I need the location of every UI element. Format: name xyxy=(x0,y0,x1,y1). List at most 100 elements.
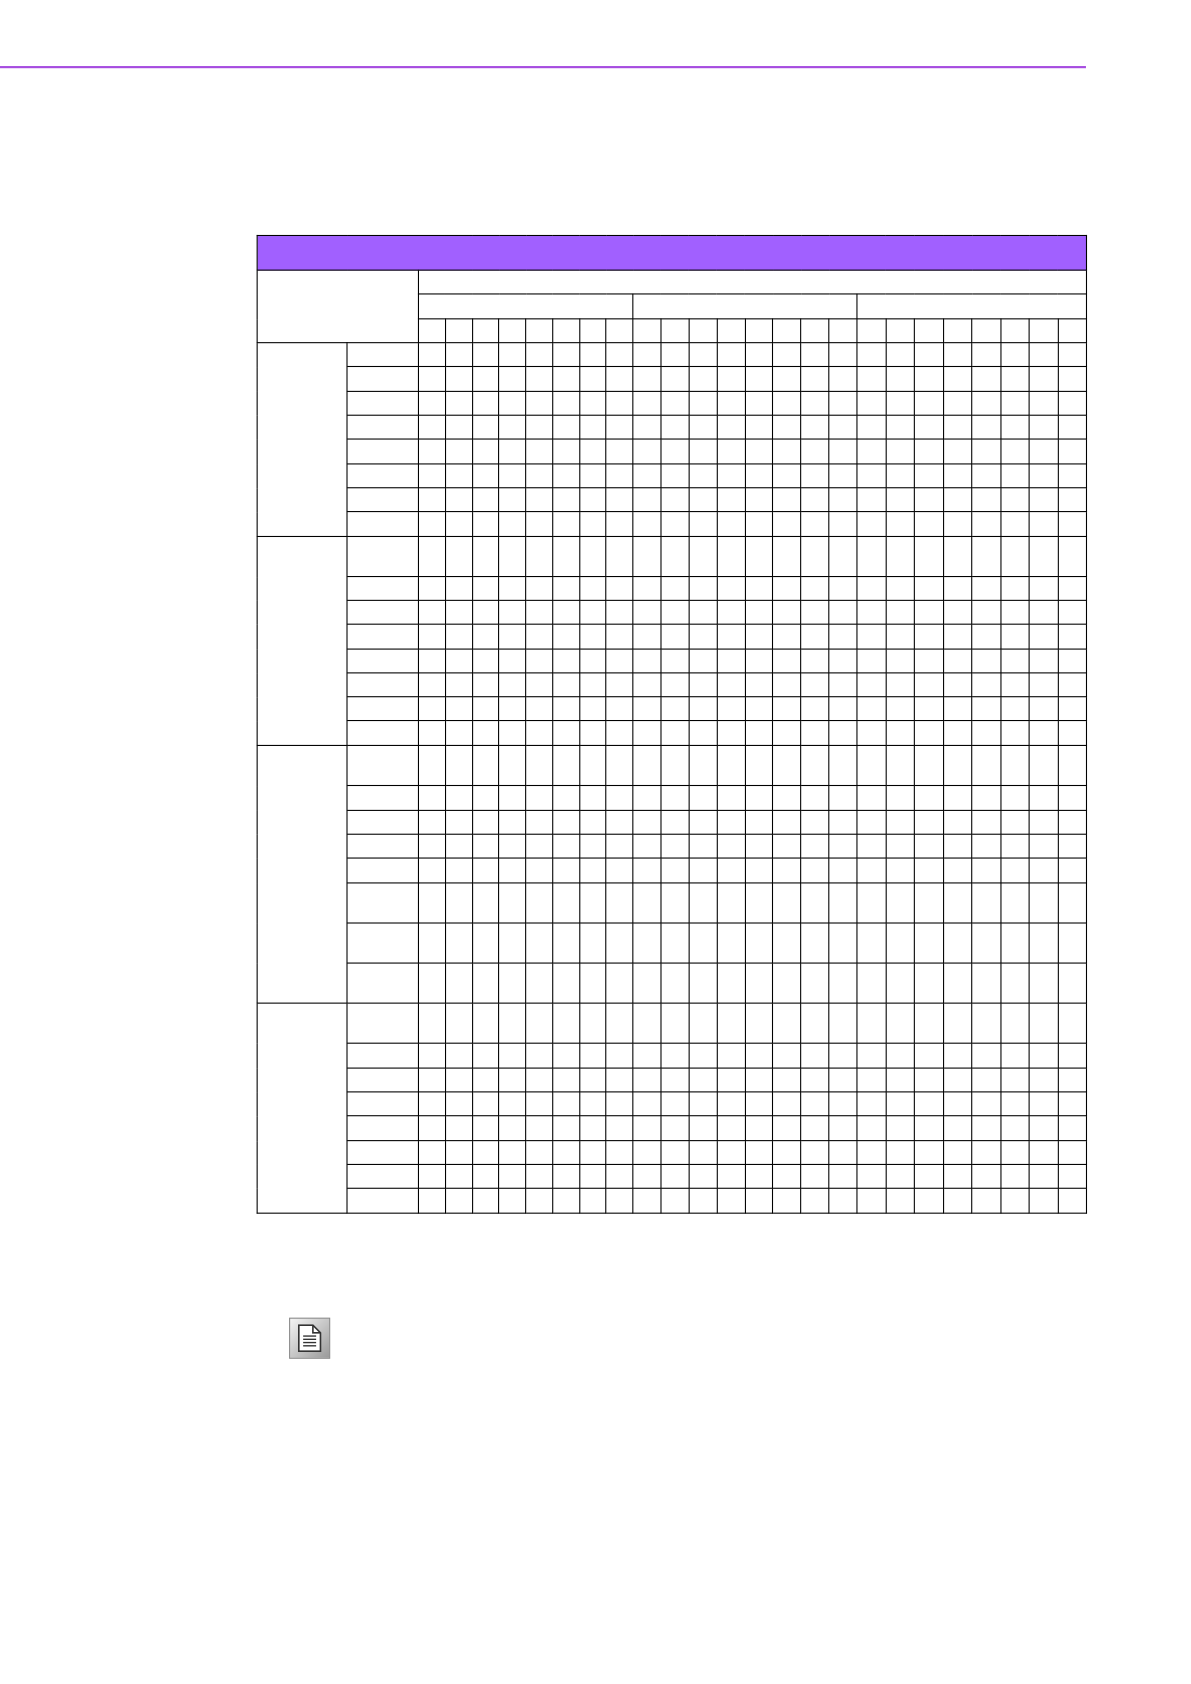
table-cell xyxy=(885,365,915,392)
table-cell xyxy=(498,922,527,964)
table-cell xyxy=(942,623,973,650)
table-cell xyxy=(744,623,774,650)
table-cell xyxy=(417,1042,446,1069)
table-cell xyxy=(716,535,746,578)
table-cell xyxy=(498,414,527,440)
table-cell xyxy=(417,1140,446,1165)
table-cell xyxy=(551,784,580,811)
row-label xyxy=(346,1115,420,1142)
table-cell xyxy=(999,672,1030,698)
table-cell xyxy=(885,1187,915,1214)
table-cell xyxy=(772,535,802,578)
table-cell xyxy=(578,342,607,368)
table-cell xyxy=(856,1091,887,1117)
table-cell xyxy=(885,438,915,465)
table-cell xyxy=(444,365,473,392)
header-group xyxy=(856,293,1088,320)
row-label xyxy=(346,390,420,416)
table-cell xyxy=(551,719,580,746)
table-cell xyxy=(605,672,634,698)
table-cell xyxy=(417,365,446,392)
table-cell xyxy=(688,1187,718,1214)
table-cell xyxy=(856,744,887,787)
table-cell xyxy=(744,487,774,513)
table-cell xyxy=(444,511,473,538)
row-label xyxy=(346,672,420,698)
table-cell xyxy=(471,882,500,924)
table-cell xyxy=(999,511,1030,538)
table-cell xyxy=(1057,719,1088,746)
table-row xyxy=(256,342,1088,538)
table-cell xyxy=(525,857,553,884)
table-cell xyxy=(828,390,858,416)
table-cell xyxy=(744,390,774,416)
table-cell xyxy=(999,1091,1030,1117)
table-cell xyxy=(688,414,718,440)
table-cell xyxy=(660,882,690,924)
table-cell xyxy=(999,696,1030,722)
table-cell xyxy=(772,1067,802,1093)
row-label xyxy=(346,809,420,835)
table-cell xyxy=(744,744,774,787)
table-cell xyxy=(525,535,553,578)
table-cell xyxy=(800,438,830,465)
row-label xyxy=(346,1067,420,1093)
table-cell xyxy=(632,414,662,440)
table-cell xyxy=(578,922,607,964)
table-cell xyxy=(913,511,944,538)
table-cell xyxy=(800,390,830,416)
header-column xyxy=(744,318,774,344)
header-column xyxy=(525,318,553,344)
table-cell xyxy=(660,809,690,835)
table-row xyxy=(257,648,1088,674)
table-cell xyxy=(1057,1115,1088,1142)
table-cell xyxy=(971,1140,1001,1165)
table-cell xyxy=(417,390,446,416)
table-cell xyxy=(913,1115,944,1142)
table-cell xyxy=(999,487,1030,513)
header-span xyxy=(417,269,1088,295)
table-cell xyxy=(660,623,690,650)
table-cell xyxy=(828,719,858,746)
table-cell xyxy=(1028,511,1059,538)
table-cell xyxy=(999,719,1030,746)
table-cell xyxy=(1028,1091,1059,1117)
table-cell xyxy=(913,1163,944,1189)
header-column xyxy=(417,318,446,344)
table-cell xyxy=(551,1067,580,1093)
table-cell xyxy=(772,882,802,924)
table-cell xyxy=(417,1163,446,1189)
table-cell xyxy=(800,487,830,513)
table-cell xyxy=(417,648,446,674)
row-label xyxy=(346,1163,420,1189)
table-cell xyxy=(999,365,1030,392)
table-cell xyxy=(444,438,473,465)
table-cell xyxy=(1057,857,1088,884)
table-cell xyxy=(772,648,802,674)
table-cell xyxy=(744,809,774,835)
table-cell xyxy=(660,719,690,746)
table-cell xyxy=(525,463,553,489)
table-cell xyxy=(772,1042,802,1069)
table-cell xyxy=(444,342,473,368)
row-label xyxy=(346,342,420,368)
table-cell xyxy=(688,962,718,1004)
table-cell xyxy=(525,1163,553,1189)
table-cell xyxy=(772,857,802,884)
table-cell xyxy=(632,784,662,811)
table-cell xyxy=(1028,672,1059,698)
table-row xyxy=(257,672,1088,698)
table-cell xyxy=(605,1002,634,1044)
table-cell xyxy=(716,1067,746,1093)
table-cell xyxy=(800,1091,830,1117)
table-cell xyxy=(999,809,1030,835)
table-cell xyxy=(605,833,634,859)
table-cell xyxy=(525,623,553,650)
table-cell xyxy=(525,922,553,964)
table-cell xyxy=(688,922,718,964)
table-cell xyxy=(744,648,774,674)
table-cell xyxy=(444,599,473,625)
table-row xyxy=(256,1002,1088,1214)
table-cell xyxy=(800,1042,830,1069)
table-cell xyxy=(578,365,607,392)
